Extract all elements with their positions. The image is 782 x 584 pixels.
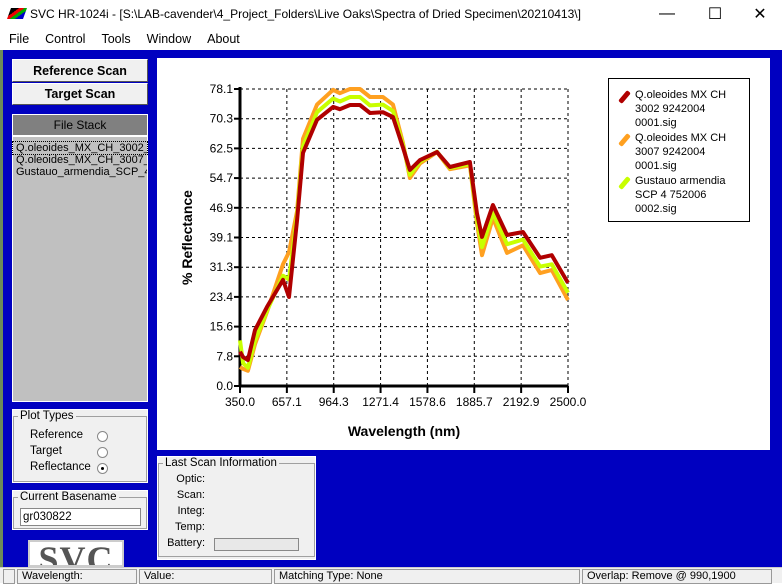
- menu-control[interactable]: Control: [45, 32, 86, 46]
- y-tick-label: 15.6: [210, 320, 234, 334]
- y-tick-label: 46.9: [210, 201, 234, 215]
- last-scan-title: Last Scan Information: [165, 457, 277, 469]
- y-tick-label: 78.1: [210, 82, 234, 96]
- legend-swatch: [618, 176, 631, 190]
- maximize-button[interactable]: ☐: [707, 6, 723, 23]
- y-tick-label: 23.4: [210, 290, 234, 304]
- radio-label: Reference: [30, 429, 84, 441]
- status-value: Value:: [139, 569, 272, 584]
- legend-swatch: [618, 133, 631, 147]
- close-button[interactable]: ✕: [753, 6, 767, 23]
- temp-label: Temp:: [175, 521, 205, 533]
- x-tick-label: 350.0: [225, 395, 255, 409]
- y-axis-label: % Reflectance: [179, 190, 195, 285]
- status-cell: [3, 569, 15, 584]
- scan-label: Scan:: [176, 489, 205, 501]
- status-bar: Wavelength: Value: Matching Type: None O…: [0, 567, 782, 584]
- file-stack-panel: File Stack Q.oleoides_MX_CH_3002_9242004…: [12, 114, 148, 402]
- menu-file[interactable]: File: [9, 32, 30, 46]
- app-icon: [6, 8, 28, 19]
- basename-panel: Current Basename: [12, 490, 148, 530]
- x-tick-label: 2500.0: [550, 395, 587, 409]
- legend-entry: Gustauo armendia SCP 4 752006 0002.sig: [618, 174, 745, 216]
- x-tick-label: 657.1: [272, 395, 302, 409]
- plot-types-title: Plot Types: [20, 410, 74, 422]
- file-stack-item[interactable]: Gustauo_armendia_SCP_4_752006_0002.sig: [16, 166, 147, 178]
- svc-logo: SVC: [28, 540, 124, 567]
- x-tick-label: 1885.7: [456, 395, 493, 409]
- radio-reference[interactable]: Reference: [30, 429, 83, 441]
- radio-label: Reflectance: [30, 461, 91, 473]
- legend-entry: Q.oleoides MX CH 3002 9242004 0001.sig: [618, 88, 745, 130]
- optic-label: Optic:: [176, 473, 205, 485]
- basename-input[interactable]: [20, 508, 141, 526]
- logo-text: SVC: [38, 540, 114, 567]
- radio-target-button[interactable]: [97, 447, 108, 458]
- basename-title: Current Basename: [20, 491, 117, 503]
- status-matching: Matching Type: None: [274, 569, 580, 584]
- y-tick-label: 31.3: [210, 260, 234, 274]
- status-wavelength: Wavelength:: [17, 569, 137, 584]
- x-tick-label: 964.3: [319, 395, 349, 409]
- y-tick-label: 62.5: [210, 141, 234, 155]
- legend-swatch: [618, 90, 631, 104]
- menu-tools[interactable]: Tools: [101, 32, 131, 46]
- minimize-button[interactable]: —: [659, 5, 675, 22]
- file-stack-item[interactable]: Q.oleoides_MX_CH_3007_9242004_0001.sig: [16, 154, 147, 166]
- y-tick-label: 7.8: [216, 349, 233, 363]
- series-line: [238, 95, 570, 370]
- legend-label: Gustauo armendia SCP 4 752006 0002.sig: [635, 175, 726, 215]
- last-scan-panel: Last Scan Information Optic: Scan: Integ…: [157, 456, 316, 560]
- status-overlap: Overlap: Remove @ 990,1900: [582, 569, 772, 584]
- y-tick-label: 39.1: [210, 231, 234, 245]
- radio-target[interactable]: Target: [30, 445, 62, 457]
- x-tick-label: 2192.9: [503, 395, 540, 409]
- legend-label: Q.oleoides MX CH 3007 9242004 0001.sig: [635, 132, 727, 172]
- y-tick-label: 0.0: [216, 379, 233, 393]
- title-bar: SVC HR-1024i - [S:\LAB-cavender\4_Projec…: [0, 0, 782, 28]
- chart-legend: Q.oleoides MX CH 3002 9242004 0001.sig Q…: [608, 78, 750, 222]
- x-axis-label: Wavelength (nm): [348, 423, 460, 439]
- series-line: [238, 103, 570, 363]
- radio-reflectance-button[interactable]: [97, 463, 108, 474]
- reflectance-chart: 350.0 657.1 964.3 1271.4 1578.6 1885.7 2192.9 2…: [179, 82, 587, 439]
- menu-about[interactable]: About: [207, 32, 240, 46]
- y-tick-label: 70.3: [210, 112, 234, 126]
- legend-label: Q.oleoides MX CH 3002 9242004 0001.sig: [635, 89, 727, 129]
- menu-window[interactable]: Window: [146, 32, 192, 46]
- window-title: SVC HR-1024i - [S:\LAB-cavender\4_Projec…: [30, 7, 581, 21]
- plot-types-panel: Plot Types Reference Target Reflectance: [12, 409, 148, 483]
- integ-label: Integ:: [177, 505, 205, 517]
- target-scan-button[interactable]: Target Scan: [12, 83, 148, 105]
- legend-entry: Q.oleoides MX CH 3007 9242004 0001.sig: [618, 131, 745, 173]
- reference-scan-button[interactable]: Reference Scan: [12, 59, 148, 82]
- series-line: [238, 87, 570, 373]
- x-tick-label: 1578.6: [409, 395, 446, 409]
- file-stack-title: File Stack: [13, 115, 147, 137]
- radio-label: Target: [30, 445, 62, 457]
- x-tick-label: 1271.4: [362, 395, 399, 409]
- menu-bar: File Control Tools Window About: [0, 28, 782, 50]
- chart-panel: 350.0 657.1 964.3 1271.4 1578.6 1885.7 2192.9 2…: [157, 58, 770, 450]
- y-tick-label: 54.7: [210, 171, 234, 185]
- radio-reflectance[interactable]: Reflectance: [30, 461, 91, 473]
- radio-reference-button[interactable]: [97, 431, 108, 442]
- battery-indicator: [214, 538, 299, 551]
- file-stack-item[interactable]: Q.oleoides_MX_CH_3002_9242004_0001.sig: [12, 141, 148, 155]
- battery-label: Battery:: [167, 537, 205, 549]
